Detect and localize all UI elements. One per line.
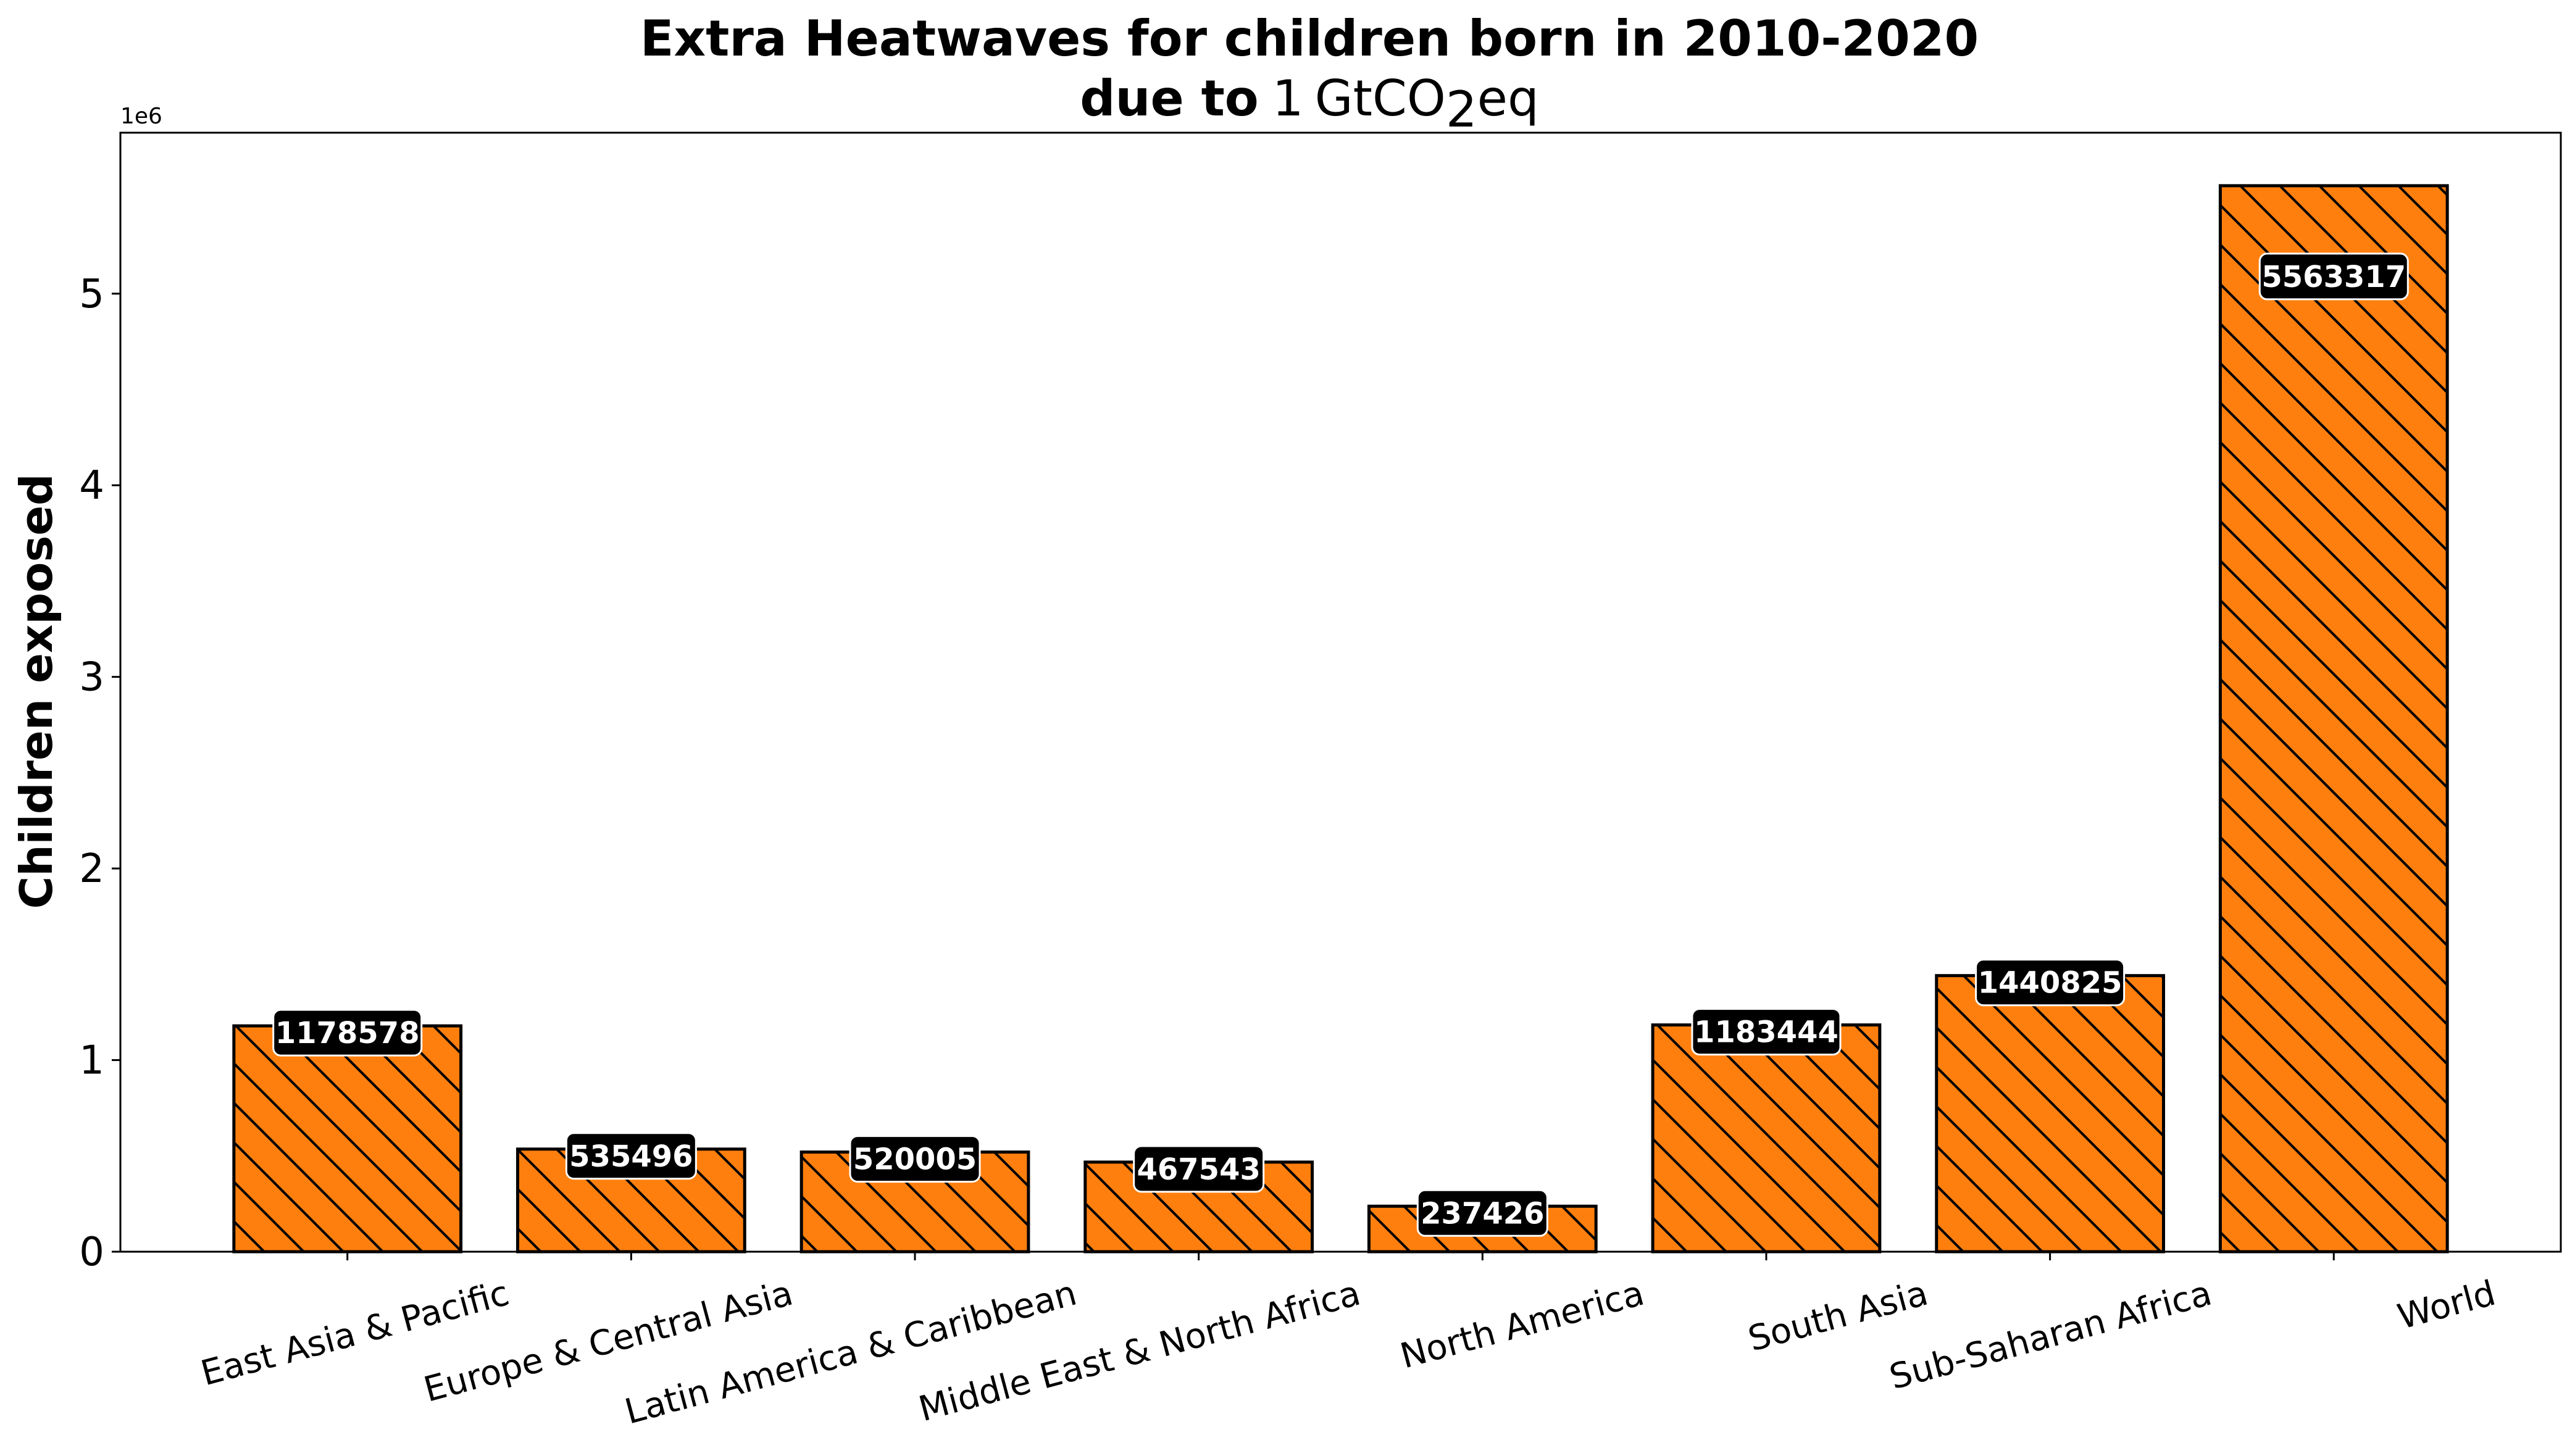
data-label-box [1133, 1145, 1265, 1193]
data-label-box [1416, 1189, 1548, 1237]
plot-frame [119, 131, 2562, 1253]
x-tick-label: Sub-Saharan Africa [1885, 1273, 2216, 1398]
y-tick-label: 5 [79, 272, 104, 317]
title-math-suffix: eq [1477, 70, 1539, 127]
y-tick-label: 1 [79, 1038, 104, 1084]
data-label-box [272, 1009, 423, 1057]
data-label: 237426 [1421, 1196, 1544, 1231]
chart-title-line1: Extra Heatwaves for children born in 201… [640, 10, 1979, 67]
y-axis-label: Children exposed [10, 473, 62, 909]
bar-hatch [1651, 1023, 1882, 1254]
bar-hatch [232, 1024, 463, 1254]
y-tick-label: 4 [79, 463, 104, 509]
data-label: 5563317 [2261, 260, 2406, 294]
title-math-unit: GtCO [1315, 70, 1446, 127]
x-tick-label: World [2393, 1273, 2500, 1337]
data-label: 535496 [569, 1139, 693, 1174]
data-label: 467543 [1137, 1152, 1260, 1187]
data-label-box [2258, 252, 2409, 301]
x-tick-label: North America [1396, 1273, 1648, 1377]
data-label: 520005 [853, 1142, 977, 1177]
bar-hatch [2218, 184, 2449, 1254]
data-label-box [1691, 1008, 1842, 1056]
chart-title-line2: due to 1 GtCO2eq [1080, 70, 1539, 138]
bar-hatch [1935, 974, 2165, 1254]
data-label-box [849, 1135, 981, 1183]
data-label: 1178578 [275, 1016, 420, 1050]
y-axis-ticks: 0 1 2 3 4 5 [79, 272, 120, 1275]
bars: 1178578 535496 520005 467543 237426 1183444 14… [232, 184, 2449, 1254]
x-tick-label: Latin America & Caribbean [621, 1273, 1081, 1433]
y-tick-label: 2 [79, 846, 104, 892]
data-label: 1440825 [1978, 966, 2122, 1000]
title-math-sub: 2 [1446, 81, 1477, 138]
y-tick-label: 0 [79, 1229, 104, 1275]
x-tick-label: South Asia [1744, 1273, 1932, 1360]
data-label-box [1975, 959, 2126, 1007]
title-math-num: 1 [1272, 70, 1304, 127]
data-label-box [565, 1132, 697, 1180]
y-axis-offset-label: 1e6 [120, 104, 162, 129]
data-label: 1183444 [1694, 1015, 1838, 1050]
chart-title-line2-bold: due to [1080, 70, 1259, 127]
y-tick-label: 3 [79, 655, 104, 701]
